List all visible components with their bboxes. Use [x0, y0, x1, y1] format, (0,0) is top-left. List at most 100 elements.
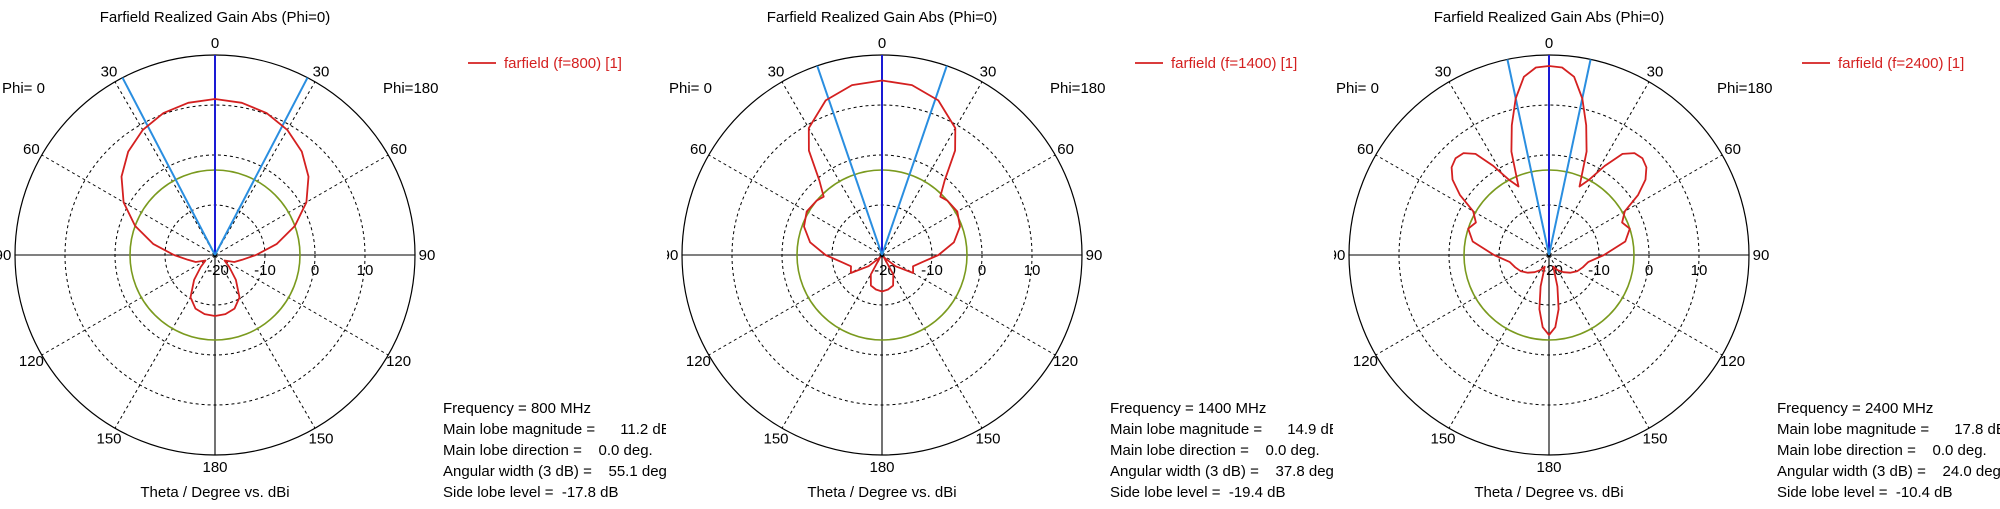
chart-title: Farfield Realized Gain Abs (Phi=0) [1434, 9, 1665, 26]
angle-tick-label: 30 [313, 63, 330, 80]
info-line: Main lobe magnitude = 11.2 dBi [443, 421, 666, 438]
angle-tick-label: 30 [101, 63, 118, 80]
angle-tick-label: 0 [878, 35, 886, 52]
beam-width-line [881, 65, 948, 256]
grid-spoke [114, 81, 216, 256]
radial-tick-label: 0 [1645, 262, 1653, 279]
x-axis-label: Theta / Degree vs. dBi [140, 484, 289, 501]
grid-spoke [881, 154, 1056, 256]
angle-tick-label: 150 [1642, 431, 1667, 448]
beam-width-line [121, 77, 216, 256]
chart-panel-800: Farfield Realized Gain Abs (Phi=0) 0 30 60 9… [0, 0, 666, 509]
angle-tick-label: 90 [1753, 247, 1770, 264]
phi-right-label: Phi=180 [1717, 80, 1772, 97]
info-line: Frequency = 2400 MHz [1777, 400, 1933, 417]
angle-tick-label: 60 [690, 141, 707, 158]
angle-tick-label: 150 [975, 431, 1000, 448]
info-line: Main lobe magnitude = 14.9 dBi [1110, 421, 1333, 438]
grid-spoke [1548, 154, 1723, 256]
angle-tick-label: 60 [1057, 141, 1074, 158]
angle-tick-label: 150 [96, 431, 121, 448]
polar-chart-2400: Farfield Realized Gain Abs (Phi=0) 0 30 60 9… [1334, 9, 2000, 501]
legend-label: farfield (f=2400) [1] [1838, 55, 1964, 72]
grid-spoke [708, 254, 883, 356]
angle-tick-label: 90 [1086, 247, 1103, 264]
info-line: Side lobe level = -19.4 dB [1110, 484, 1286, 501]
radial-tick-label: 0 [311, 262, 319, 279]
info-line: Frequency = 800 MHz [443, 400, 591, 417]
grid-spoke [41, 254, 216, 356]
info-line: Angular width (3 dB) = 24.0 deg. [1777, 463, 2000, 480]
angle-tick-label: 0 [211, 35, 219, 52]
angle-tick-label: 120 [386, 353, 411, 370]
angle-tick-label: 120 [686, 353, 711, 370]
info-line: Main lobe direction = 0.0 deg. [443, 442, 653, 459]
angle-tick-label: 150 [1430, 431, 1455, 448]
info-line: Main lobe magnitude = 17.8 dBi [1777, 421, 2000, 438]
angle-tick-label: 30 [1647, 63, 1664, 80]
phi-left-label: Phi= 0 [669, 80, 712, 97]
phi-right-label: Phi=180 [383, 80, 438, 97]
phi-left-label: Phi= 0 [1336, 80, 1379, 97]
angle-tick-label: 90 [1334, 247, 1345, 264]
polar-chart-1400: Farfield Realized Gain Abs (Phi=0) 0 30 60 9… [667, 9, 1333, 501]
info-line: Main lobe direction = 0.0 deg. [1110, 442, 1320, 459]
chart-panel-1400: Farfield Realized Gain Abs (Phi=0) 0 30 60 9… [667, 0, 1333, 509]
grid-spoke [1448, 254, 1550, 429]
radial-tick-label: 10 [1691, 262, 1708, 279]
legend-label: farfield (f=1400) [1] [1171, 55, 1297, 72]
info-line: Side lobe level = -17.8 dB [443, 484, 619, 501]
beam-width-line [816, 65, 883, 256]
grid-spoke [781, 254, 883, 429]
x-axis-label: Theta / Degree vs. dBi [1474, 484, 1623, 501]
info-line: Main lobe direction = 0.0 deg. [1777, 442, 1987, 459]
chart-title: Farfield Realized Gain Abs (Phi=0) [767, 9, 998, 26]
radial-tick-label: 10 [1024, 262, 1041, 279]
grid-spoke [1375, 254, 1550, 356]
grid-spoke [114, 254, 216, 429]
grid-spoke [1448, 81, 1550, 256]
radial-tick-label: -20 [207, 262, 229, 279]
angle-tick-label: 90 [667, 247, 678, 264]
grid-spoke [708, 154, 883, 256]
radial-tick-label: -10 [1588, 262, 1610, 279]
info-line: Side lobe level = -10.4 dB [1777, 484, 1953, 501]
angle-tick-label: 180 [869, 459, 894, 476]
info-line: Angular width (3 dB) = 55.1 deg. [443, 463, 666, 480]
angle-tick-label: 60 [1357, 141, 1374, 158]
angle-tick-label: 180 [1536, 459, 1561, 476]
phi-left-label: Phi= 0 [2, 80, 45, 97]
info-line: Frequency = 1400 MHz [1110, 400, 1266, 417]
angle-tick-label: 90 [419, 247, 436, 264]
radial-tick-label: -20 [1541, 262, 1563, 279]
radial-tick-label: 0 [978, 262, 986, 279]
angle-tick-label: 120 [1353, 353, 1378, 370]
series-line [1450, 65, 1648, 336]
angle-tick-label: 30 [980, 63, 997, 80]
x-axis-label: Theta / Degree vs. dBi [807, 484, 956, 501]
angle-tick-label: 150 [763, 431, 788, 448]
series-line [803, 79, 961, 293]
angle-tick-label: 60 [1724, 141, 1741, 158]
radial-tick-label: 10 [357, 262, 374, 279]
angle-tick-label: 90 [0, 247, 11, 264]
angle-tick-label: 0 [1545, 35, 1553, 52]
radial-tick-label: -10 [254, 262, 276, 279]
angle-tick-label: 120 [1053, 353, 1078, 370]
chart-title: Farfield Realized Gain Abs (Phi=0) [100, 9, 331, 26]
beam-width-line [214, 77, 309, 256]
angle-tick-label: 30 [1435, 63, 1452, 80]
beam-width-line [1548, 59, 1592, 256]
radial-tick-label: -10 [921, 262, 943, 279]
angle-tick-label: 120 [1720, 353, 1745, 370]
radial-tick-label: -20 [874, 262, 896, 279]
grid-spoke [1375, 154, 1550, 256]
chart-panel-2400: Farfield Realized Gain Abs (Phi=0) 0 30 60 9… [1334, 0, 2000, 509]
angle-tick-label: 60 [23, 141, 40, 158]
phi-right-label: Phi=180 [1050, 80, 1105, 97]
angle-tick-label: 60 [390, 141, 407, 158]
angle-tick-label: 150 [308, 431, 333, 448]
angle-tick-label: 120 [19, 353, 44, 370]
info-line: Angular width (3 dB) = 37.8 deg. [1110, 463, 1333, 480]
angle-tick-label: 30 [768, 63, 785, 80]
